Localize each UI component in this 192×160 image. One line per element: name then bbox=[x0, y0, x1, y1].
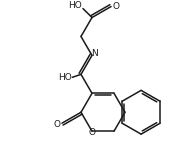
Text: HO: HO bbox=[68, 1, 82, 10]
Text: O: O bbox=[113, 2, 120, 11]
Text: O: O bbox=[53, 120, 60, 129]
Text: O: O bbox=[89, 128, 95, 137]
Text: HO: HO bbox=[58, 73, 72, 82]
Text: N: N bbox=[92, 49, 98, 58]
